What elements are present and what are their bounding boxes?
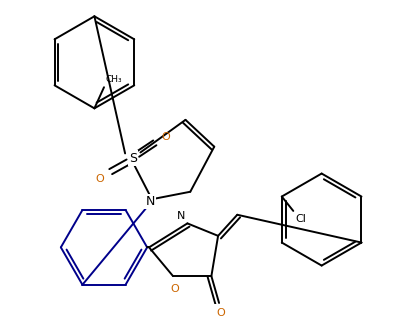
Text: O: O	[171, 284, 179, 294]
Text: S: S	[129, 152, 137, 165]
Text: N: N	[177, 210, 186, 221]
Text: O: O	[162, 132, 170, 142]
Text: O: O	[217, 308, 225, 317]
Text: O: O	[95, 174, 104, 184]
Text: CH₃: CH₃	[106, 75, 123, 84]
Text: N: N	[145, 195, 155, 208]
Text: Cl: Cl	[295, 214, 306, 224]
